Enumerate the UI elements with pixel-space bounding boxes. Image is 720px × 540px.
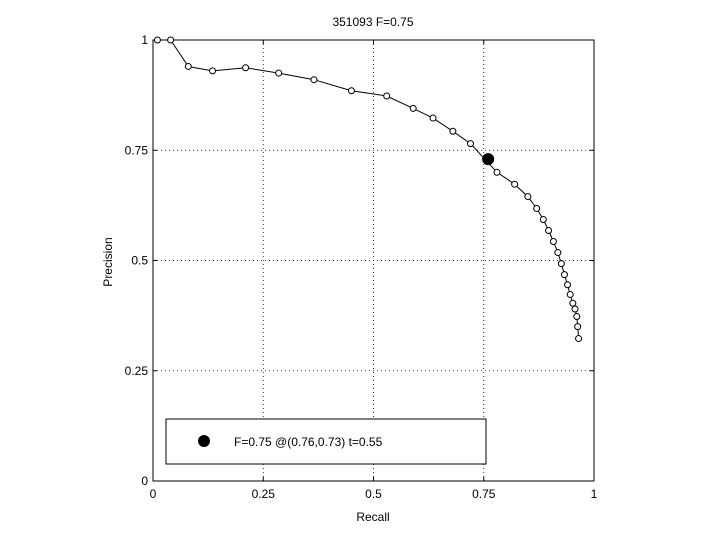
chart-title: 351093 F=0.75 (332, 15, 413, 29)
data-point (566, 290, 574, 298)
data-point (167, 36, 175, 44)
legend-box (165, 418, 487, 465)
highlight-point (482, 153, 495, 166)
legend-marker (198, 435, 210, 447)
x-tick-label: 0.5 (365, 487, 382, 501)
legend: F=0.75 @(0.76,0.73) t=0.55 (165, 418, 487, 465)
y-axis-label: Precision (101, 237, 115, 286)
x-tick-label: 0 (150, 487, 157, 501)
data-point (347, 87, 355, 95)
data-point (549, 238, 557, 246)
data-point (310, 76, 318, 84)
series-layer (153, 36, 583, 343)
data-point (524, 193, 532, 201)
y-tick-label: 1 (141, 33, 148, 47)
data-point (383, 92, 391, 100)
y-tick-label: 0.5 (131, 254, 148, 268)
data-point (557, 260, 565, 268)
legend-label: F=0.75 @(0.76,0.73) t=0.55 (234, 435, 383, 449)
x-tick-label: 1 (591, 487, 598, 501)
y-tick-label: 0.25 (125, 364, 149, 378)
data-point (409, 104, 417, 112)
data-point (573, 313, 581, 321)
data-point (564, 281, 572, 289)
data-point (554, 249, 562, 257)
x-tick-label: 0.25 (252, 487, 276, 501)
data-point (511, 180, 519, 188)
x-axis-label: Recall (356, 510, 389, 524)
data-point (575, 335, 583, 343)
axis-ticks: 0 0.25 0.5 0.75 1 0 0.25 0.5 0.75 1 (125, 33, 598, 501)
data-point (429, 114, 437, 122)
grid-lines (153, 40, 594, 481)
data-point (184, 62, 192, 70)
y-tick-label: 0.75 (125, 143, 149, 157)
data-point (545, 227, 553, 235)
data-point (449, 127, 457, 135)
data-point (467, 140, 475, 148)
data-point (569, 299, 577, 307)
data-point (275, 69, 283, 77)
data-point (533, 204, 541, 212)
data-point (242, 64, 250, 72)
data-point (539, 215, 547, 223)
data-point (560, 271, 568, 279)
y-tick-label: 0 (141, 474, 148, 488)
x-tick-label: 0.75 (472, 487, 496, 501)
data-point (209, 67, 217, 75)
data-point (574, 323, 582, 331)
data-point (493, 168, 501, 176)
data-point (153, 36, 161, 44)
data-point (571, 305, 579, 313)
